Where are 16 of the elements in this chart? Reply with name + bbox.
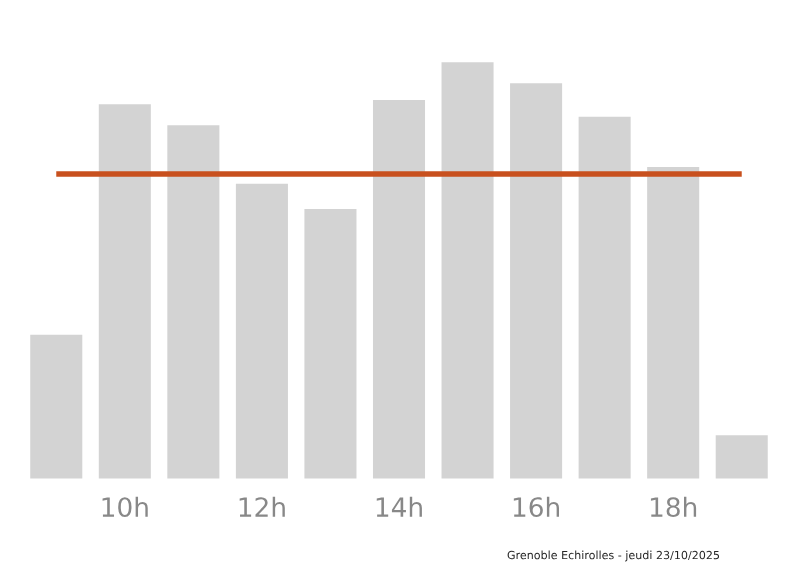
bar [27, 331, 86, 480]
x-tick-label: 14h [376, 496, 422, 517]
bar [370, 97, 428, 480]
bar [233, 181, 291, 480]
bar [164, 122, 223, 480]
bar [438, 59, 497, 480]
x-tick-label: 16h [513, 496, 559, 518]
x-tick-label: 10h [102, 496, 148, 518]
bar [96, 101, 154, 480]
x-tick-label: 12h [239, 496, 285, 517]
bar [644, 164, 702, 480]
bar [301, 206, 360, 480]
x-tick-label: 18h [650, 496, 697, 518]
bar [575, 114, 634, 480]
bar [712, 432, 771, 480]
bar [507, 80, 565, 480]
